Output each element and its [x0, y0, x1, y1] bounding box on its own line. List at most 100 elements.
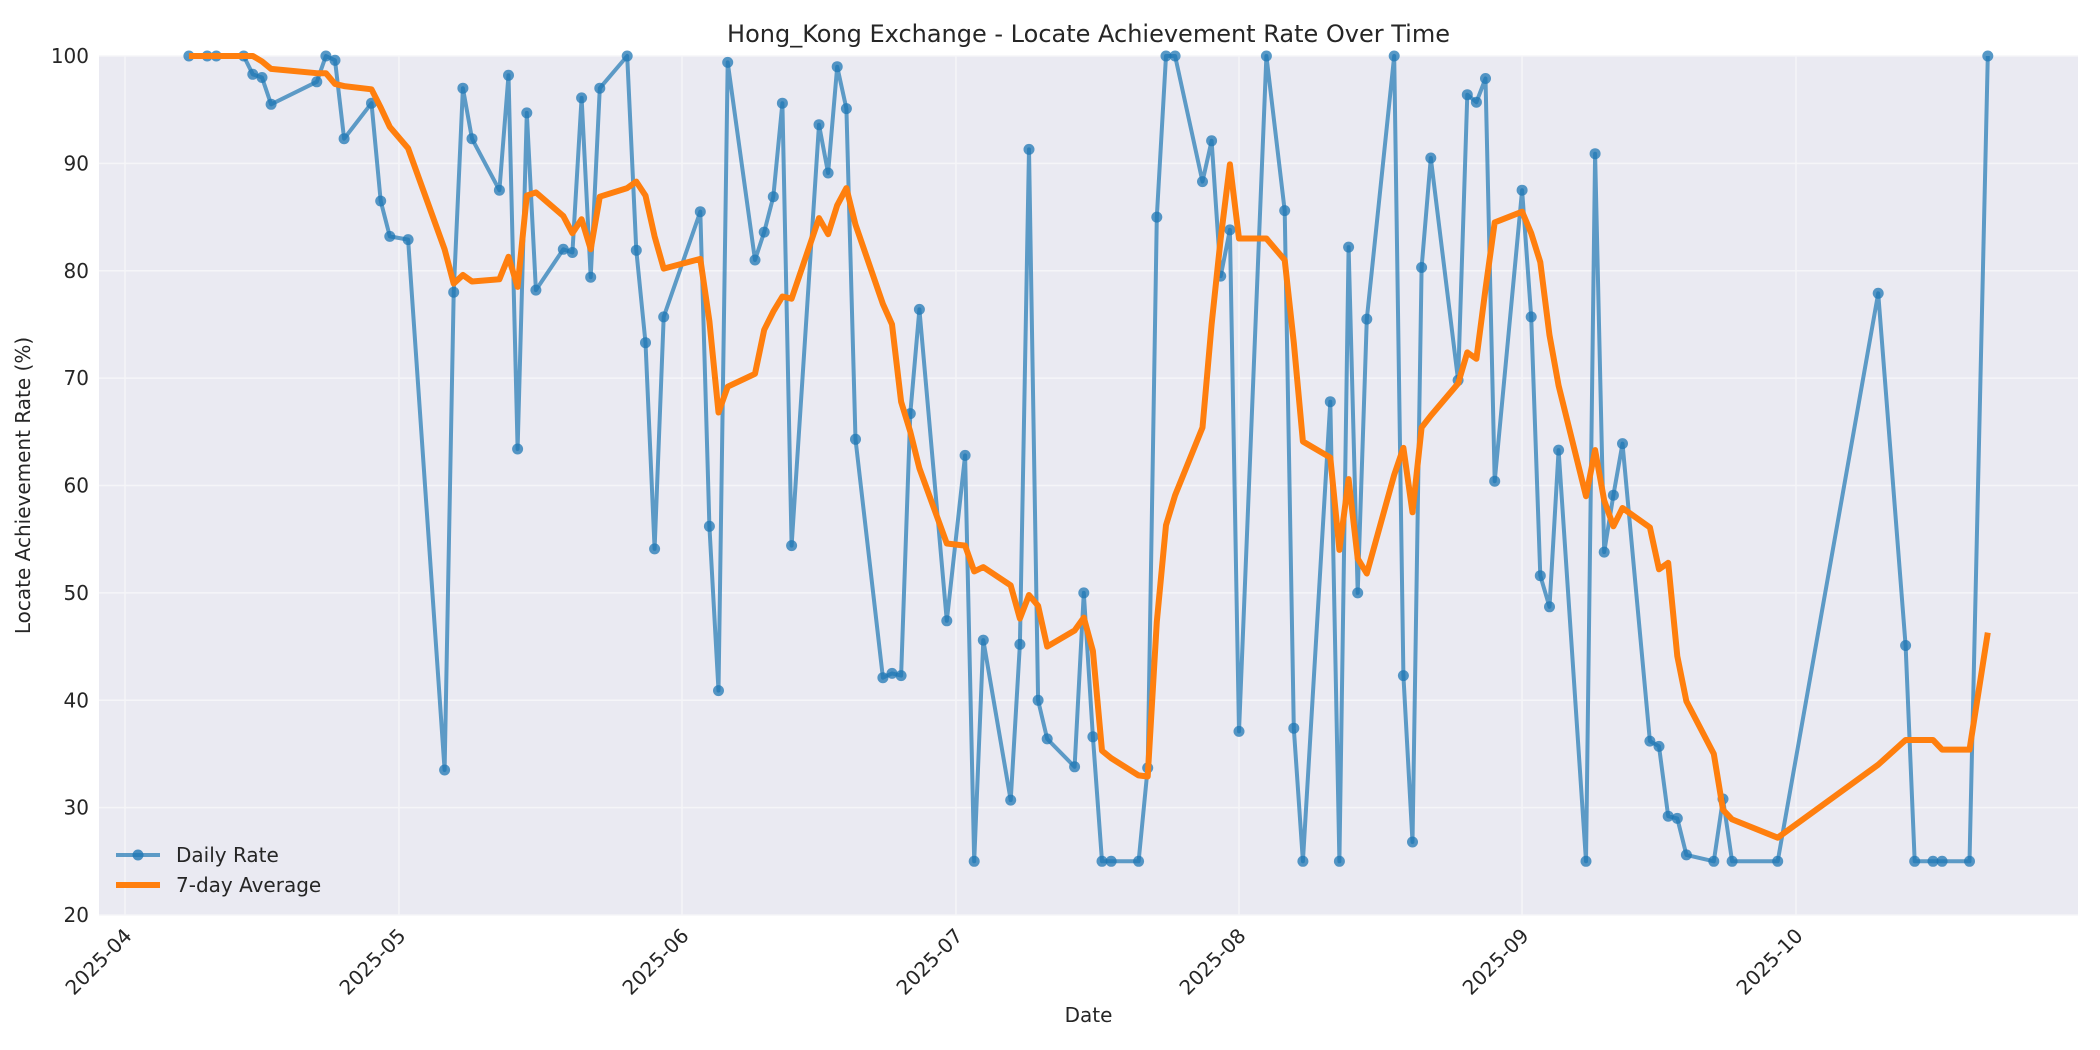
y-tick-label: 60 [64, 474, 89, 498]
data-point [1069, 761, 1081, 773]
data-point [1279, 205, 1291, 217]
data-point [311, 76, 323, 88]
data-point [320, 50, 332, 62]
data-point [1169, 50, 1181, 62]
y-tick-label: 90 [64, 151, 89, 175]
data-point [767, 191, 779, 203]
data-point [649, 543, 661, 555]
data-point [977, 634, 989, 646]
data-point [1096, 855, 1108, 867]
data-point [1425, 152, 1437, 164]
data-point [813, 119, 825, 131]
grid-lines [99, 55, 2078, 916]
legend-label: 7-day Average [176, 873, 321, 897]
data-point [1388, 50, 1400, 62]
data-point [1936, 855, 1948, 867]
data-point [840, 103, 852, 115]
x-tick-label: 2025-04 [60, 924, 136, 1000]
data-point [1407, 836, 1418, 848]
data-point [585, 271, 597, 283]
data-point [1534, 570, 1546, 582]
data-point [1151, 211, 1163, 223]
x-axis-ticks: 2025-04 2025-05 2025-06 2025-07 2025-08 2025-… [60, 924, 1807, 1000]
data-series [183, 50, 1994, 867]
data-point [530, 284, 542, 296]
data-point [1872, 287, 1884, 299]
data-point [1480, 73, 1491, 84]
data-point [1489, 475, 1501, 487]
data-point [968, 855, 980, 867]
y-tick-label: 30 [64, 796, 89, 820]
data-point [1133, 855, 1145, 867]
data-point [1927, 855, 1939, 867]
data-point [1333, 855, 1345, 867]
data-point [439, 764, 451, 776]
data-point [786, 540, 798, 552]
data-point [1900, 640, 1912, 651]
data-point [1297, 855, 1309, 867]
data-point [1680, 849, 1692, 861]
data-point [886, 667, 898, 679]
data-point [822, 167, 834, 179]
data-point [265, 98, 277, 110]
data-point [1525, 311, 1537, 323]
x-axis-label: Date [1065, 1003, 1113, 1027]
x-tick-label: 2025-08 [1174, 924, 1250, 1000]
legend: Daily Rate 7-day Average [116, 843, 321, 897]
x-tick-label: 2025-06 [617, 924, 693, 1000]
data-point [1982, 50, 1994, 62]
data-point [247, 68, 259, 80]
data-point [776, 97, 788, 109]
data-point [521, 107, 533, 119]
data-point [1206, 135, 1218, 147]
data-point [576, 92, 588, 104]
data-point [1772, 855, 1784, 867]
data-point [1416, 262, 1428, 273]
data-point [630, 244, 642, 256]
data-point [457, 82, 469, 94]
data-point [1197, 176, 1208, 188]
data-point [1343, 241, 1355, 253]
legend-marker-daily-rate-icon [132, 849, 144, 861]
y-tick-label: 70 [64, 366, 89, 390]
data-point [1005, 794, 1017, 806]
data-point [1023, 143, 1035, 155]
data-point [1544, 601, 1555, 613]
data-point [1617, 438, 1628, 450]
data-point [913, 303, 925, 315]
data-point [329, 54, 341, 66]
data-point [722, 56, 734, 68]
data-point [1644, 735, 1656, 747]
data-point [1964, 855, 1975, 867]
legend-label: Daily Rate [176, 843, 279, 867]
data-point [1160, 50, 1172, 62]
data-point [1461, 89, 1473, 101]
data-point [1653, 740, 1665, 752]
data-point [877, 672, 889, 684]
data-point [694, 206, 706, 218]
data-point [895, 670, 907, 682]
data-point [941, 615, 953, 627]
data-point [402, 234, 414, 246]
data-point [640, 337, 651, 349]
data-point [466, 133, 478, 145]
data-point [850, 433, 861, 445]
y-axis-label: Locate Achievement Rate (%) [11, 337, 35, 634]
data-point [1105, 855, 1117, 867]
data-point [1041, 733, 1053, 745]
y-axis-ticks: 20 30 40 50 60 70 80 90 100 [51, 44, 89, 927]
data-point [594, 82, 606, 94]
x-tick-label: 2025-09 [1458, 924, 1534, 1000]
legend-item-daily-rate: Daily Rate [116, 843, 279, 867]
data-point [1352, 587, 1364, 599]
series-7-day-average [188, 53, 1991, 841]
data-point [703, 520, 715, 532]
data-point [621, 50, 633, 62]
data-point [448, 286, 460, 298]
data-point [557, 243, 569, 255]
data-point [658, 311, 670, 323]
data-point [1726, 855, 1738, 867]
data-point [758, 226, 770, 238]
